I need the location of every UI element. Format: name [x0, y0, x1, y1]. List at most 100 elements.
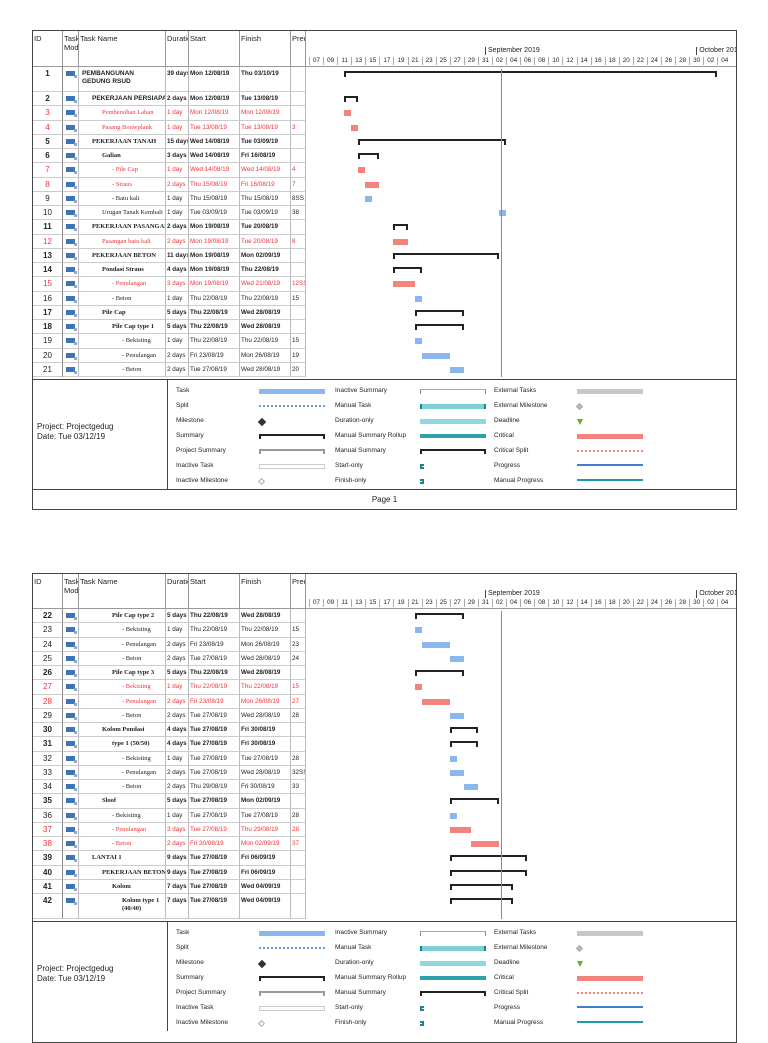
table-row[interactable]: 16- Beton 1 day Thu 22/08/19 Thu 22/08/19 15 [33, 291, 306, 306]
table-row[interactable]: 9- Batu kali 1 day Thu 15/08/19 Thu 15/08/1… [33, 191, 306, 206]
table-row[interactable]: 35 Sloof 5 days Tue 27/08/19 Mon 02/09/19 [33, 794, 306, 809]
gantt-bar-critical[interactable] [421, 698, 450, 705]
column-header-name[interactable]: Task Name [79, 31, 166, 66]
table-row[interactable]: 36- Bekisting 1 day Tue 27/08/19 Tue 27/08/… [33, 808, 306, 823]
gantt-bar-task[interactable] [421, 641, 450, 648]
table-row[interactable]: 30 Kolom Pondasi 4 days Tue 27/08/19 Fri 30/… [33, 723, 306, 738]
table-row[interactable]: 41 Kolom 7 days Tue 27/08/19 Wed 04/09/19 [33, 879, 306, 894]
column-header-duration[interactable]: Duration [166, 31, 189, 66]
gantt-bar-critical[interactable] [470, 841, 500, 847]
column-header-name[interactable]: Task Name [79, 574, 166, 608]
gantt-bar-summary[interactable] [449, 898, 514, 904]
table-row[interactable]: 3 Pembersihan Lahan 1 day Mon 12/08/19 Mon 1… [33, 106, 306, 121]
table-row[interactable]: 4 Pasang Bouwplank 1 day Tue 13/08/19 Tue 13… [33, 120, 306, 135]
gantt-bar-summary[interactable] [449, 798, 500, 805]
table-row[interactable]: 34 - Beton 2 days Thu 29/08/19 Fri 30/08/19 3… [33, 780, 306, 795]
gantt-bar-summary[interactable] [393, 252, 500, 259]
gantt-bar-task[interactable] [449, 769, 464, 776]
gantt-bar-summary[interactable] [414, 324, 465, 330]
table-row[interactable]: 15 - Penulangan 3 days Mon 19/08/19 Wed 21/0… [33, 277, 306, 292]
gantt-bar-task[interactable] [421, 352, 450, 359]
table-row[interactable]: 23- Bekisting 1 day Thu 22/08/19 Thu 22/08/… [33, 623, 306, 638]
table-row[interactable]: 31 type 1 (50/50) 4 days Tue 27/08/19 Fri 30… [33, 737, 306, 752]
gantt-bar-task[interactable] [449, 755, 457, 762]
gantt-bar-task[interactable] [365, 195, 373, 202]
gantt-bar-summary[interactable] [449, 883, 514, 890]
gantt-bar-summary[interactable] [449, 869, 528, 876]
table-row[interactable]: 13 PEKERJAAN BETON 11 days Mon 19/08/19 Mon … [33, 248, 306, 263]
column-header-mode[interactable]: Task Mode [63, 31, 79, 66]
gantt-bar-task[interactable] [449, 712, 464, 719]
table-row[interactable]: 33 - Penulangan 2 days Tue 27/08/19 Wed 28/0… [33, 765, 306, 780]
column-header-start[interactable]: Start [189, 574, 240, 608]
table-row[interactable]: 11 PEKERJAAN PASANGAN 2 days Mon 19/08/19 Tu… [33, 220, 306, 235]
table-row[interactable]: 37 - Penulangan 3 days Tue 27/08/19 Thu 29/0… [33, 822, 306, 837]
gantt-bar-critical[interactable] [393, 281, 415, 288]
table-row[interactable]: 42 Kolom type 1 (40/40) 7 days Tue 27/08/19… [33, 894, 306, 919]
gantt-bar-task[interactable] [449, 366, 464, 373]
gantt-bar-critical[interactable] [414, 684, 422, 691]
table-row[interactable]: 14 Pondasi Straus 4 days Mon 19/08/19 Thu 22… [33, 263, 306, 278]
gantt-bar-summary[interactable] [414, 309, 465, 316]
table-row[interactable]: 12 Pasangan batu kali 2 days Mon 19/08/19 Tu… [33, 234, 306, 249]
gantt-bar-summary[interactable] [414, 613, 465, 619]
gantt-bar-critical[interactable] [393, 238, 408, 245]
gantt-bar-summary[interactable] [344, 71, 718, 77]
table-row[interactable]: 25 - Beton 2 days Tue 27/08/19 Wed 28/08/19 2… [33, 651, 306, 666]
column-header-pred[interactable]: Predecessors [291, 574, 306, 608]
table-row[interactable]: 24 - Penulangan 2 days Fri 23/08/19 Mon 26/0… [33, 637, 306, 652]
gantt-bar-critical[interactable] [449, 826, 471, 833]
cell-start: Tue 27/08/19 [189, 765, 240, 780]
table-row[interactable]: 32- Bekisting 1 day Tue 27/08/19 Tue 27/08/… [33, 751, 306, 766]
column-header-id[interactable]: ID [33, 31, 63, 66]
column-header-finish[interactable]: Finish [240, 574, 291, 608]
table-row[interactable]: 28 - Penulangan 2 days Fri 23/08/19 Mon 26/0… [33, 694, 306, 709]
gantt-bar-task[interactable] [449, 655, 464, 662]
table-row[interactable]: 20 - Penulangan 2 days Fri 23/08/19 Mon 26/0… [33, 348, 306, 363]
gantt-bar-critical[interactable] [365, 181, 380, 188]
gantt-bar-task[interactable] [449, 812, 457, 819]
gantt-bar-summary[interactable] [393, 267, 422, 273]
table-row[interactable]: 5 PEKERJAAN TANAH 15 days Wed 14/08/19 Tue 0… [33, 134, 306, 149]
gantt-bar-task[interactable] [414, 338, 422, 345]
gantt-bar-task[interactable] [463, 784, 478, 790]
column-header-start[interactable]: Start [189, 31, 240, 66]
table-row[interactable]: 19- Bekisting 1 day Thu 22/08/19 Thu 22/08/… [33, 334, 306, 349]
gantt-bar-critical[interactable] [358, 167, 366, 174]
gantt-bar-task[interactable] [499, 210, 507, 216]
gantt-bar-critical[interactable] [351, 124, 359, 131]
gantt-bar-summary[interactable] [358, 138, 507, 145]
column-header-id[interactable]: ID [33, 574, 63, 608]
gantt-bar-summary[interactable] [344, 96, 359, 102]
table-row[interactable]: 21 - Beton 2 days Tue 27/08/19 Wed 28/08/19 2… [33, 362, 306, 377]
gantt-bar-summary[interactable] [414, 670, 465, 676]
column-header-duration[interactable]: Duration [166, 574, 189, 608]
gantt-bar-summary[interactable] [449, 855, 528, 862]
table-row[interactable]: 1 PEMBANGUNAN GEDUNG RSUD 39 days Mon 12/08… [33, 67, 306, 92]
gantt-bar-summary[interactable] [449, 741, 479, 748]
table-row[interactable]: 7- Pile Cap 1 day Wed 14/08/19 Wed 14/08/19… [33, 163, 306, 178]
gantt-bar-summary[interactable] [358, 153, 380, 159]
gantt-bar-task[interactable] [414, 627, 422, 634]
table-row[interactable]: 27- Bekisting 1 day Thu 22/08/19 Thu 22/08/… [33, 680, 306, 695]
gantt-bar-task[interactable] [414, 295, 422, 302]
cell-name: - Bekisting [79, 680, 166, 695]
column-header-finish[interactable]: Finish [240, 31, 291, 66]
gantt-bar-critical[interactable] [344, 110, 352, 117]
column-header-mode[interactable]: Task Mode [63, 574, 79, 608]
table-row[interactable]: 10 Urugan Tanah Kembali 1 day Tue 03/09/19 T… [33, 206, 306, 221]
table-row[interactable]: 2 PEKERJAAN PERSIAPAN 2 days Mon 12/08/19 Tu… [33, 92, 306, 107]
column-header-pred[interactable]: Predecessors [291, 31, 306, 66]
table-row[interactable]: 6 Galian 3 days Wed 14/08/19 Fri 16/08/19 [33, 149, 306, 164]
table-row[interactable]: 38 - Beton 2 days Fri 30/08/19 Mon 02/09/19 3… [33, 837, 306, 852]
table-row[interactable]: 29 - Beton 2 days Tue 27/08/19 Wed 28/08/19 2… [33, 708, 306, 723]
table-row[interactable]: 8 - Straus 2 days Thu 15/08/19 Fri 16/08/19 7 [33, 177, 306, 192]
table-row[interactable]: 40 PEKERJAAN BETON 9 days Tue 27/08/19 Fri 0… [33, 865, 306, 880]
gantt-bar-summary[interactable] [393, 224, 408, 231]
table-row[interactable]: 17 Pile Cap 5 days Thu 22/08/19 Wed 28/08/19 [33, 305, 306, 320]
gantt-bar-summary[interactable] [449, 727, 479, 733]
